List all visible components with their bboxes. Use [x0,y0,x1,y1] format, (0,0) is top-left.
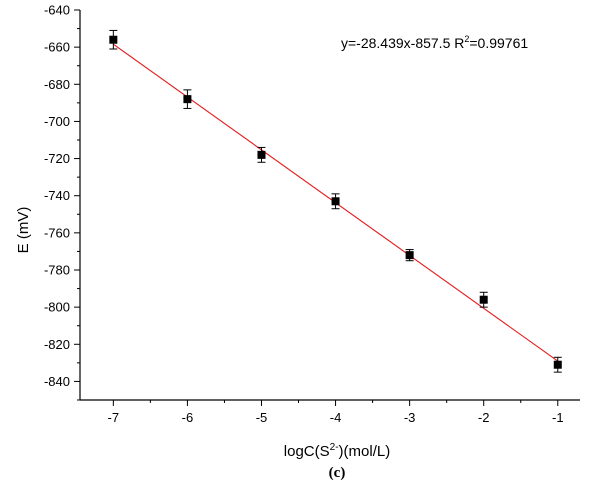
x-tick-label: -7 [108,410,120,425]
x-tick-label: -3 [404,410,416,425]
x-tick-label: -5 [256,410,268,425]
y-tick-label: -640 [44,3,70,18]
data-point [553,360,562,369]
y-tick-label: -760 [44,225,70,240]
y-tick-label: -660 [44,40,70,55]
y-tick-label: -820 [44,337,70,352]
y-axis-label: E (mV) [15,207,32,254]
y-tick-label: -720 [44,151,70,166]
data-point [331,197,340,206]
y-tick-label: -800 [44,300,70,315]
y-tick-label: -700 [44,114,70,129]
data-point [109,35,118,44]
x-tick-label: -6 [182,410,194,425]
y-tick-label: -680 [44,77,70,92]
y-tick-label: -840 [44,374,70,389]
x-tick-label: -1 [552,410,564,425]
fit-equation: y=-28.439x-857.5 R2=0.99761 [341,34,528,51]
data-point [257,150,266,159]
data-point [183,95,192,104]
x-tick-label: -4 [330,410,342,425]
data-point [479,295,488,304]
axes: -640 -660 -680 -700 -720 -740 -760 -780 -800 -820… [44,3,580,425]
data-points [109,29,562,373]
x-tick-label: -2 [478,410,490,425]
y-tick-label: -740 [44,188,70,203]
data-point [405,251,414,260]
y-tick-label: -780 [44,263,70,278]
panel-label: (c) [329,465,346,481]
x-axis-label: logC(S2-)(mol/L) [284,442,390,460]
